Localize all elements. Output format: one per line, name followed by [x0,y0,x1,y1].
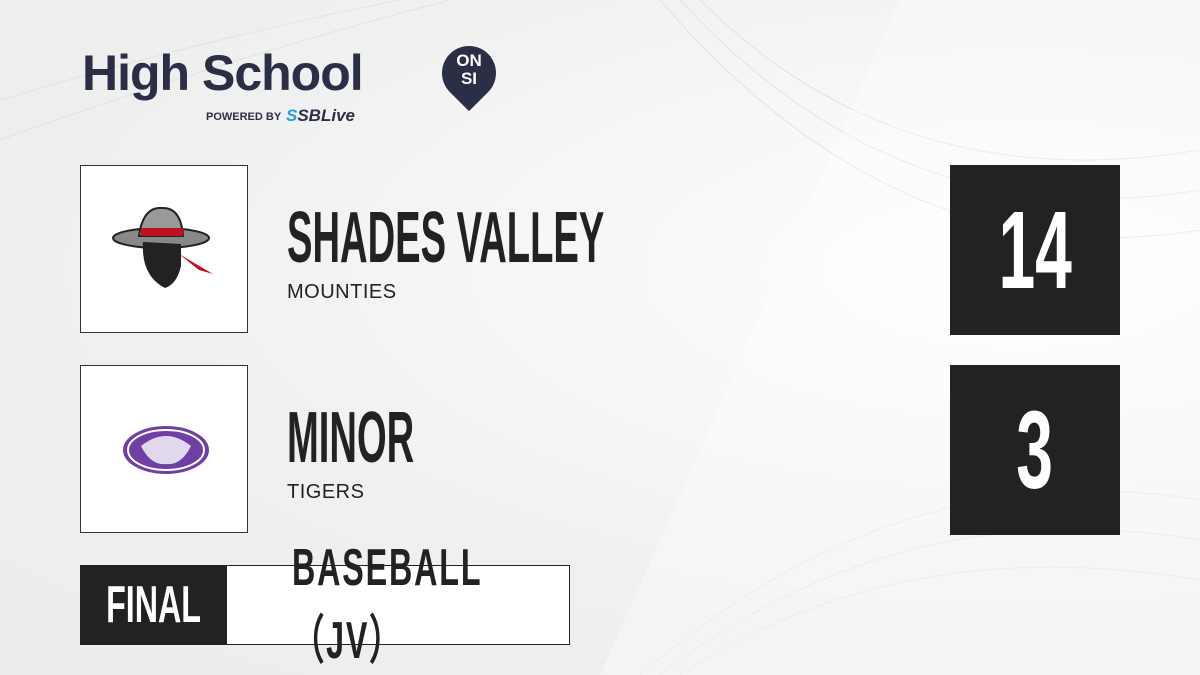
team-logo-minor [80,365,248,533]
team-mascot-home: MOUNTIES [287,281,397,303]
team-mascot-away: TIGERS [287,481,365,503]
pin-badge: ON SI [456,51,482,88]
team-logo-shades-valley [80,165,248,333]
mountie-icon [112,206,213,288]
final-badge: FINAL [81,566,227,644]
team-name-home: SHADES VALLEY [287,198,605,278]
powered-by-label: POWERED BY [206,111,282,123]
tiger-icon [121,424,211,476]
score-home: 14 [950,165,1120,335]
sblive-logo: SSBLive [286,106,355,125]
sport-label: BASEBALL（JV） [227,539,569,670]
team-name-away: MINOR [287,398,415,478]
game-status-bar: FINAL BASEBALL（JV） [80,539,570,670]
score-away: 3 [950,365,1120,535]
logo-title: High School [82,45,364,101]
